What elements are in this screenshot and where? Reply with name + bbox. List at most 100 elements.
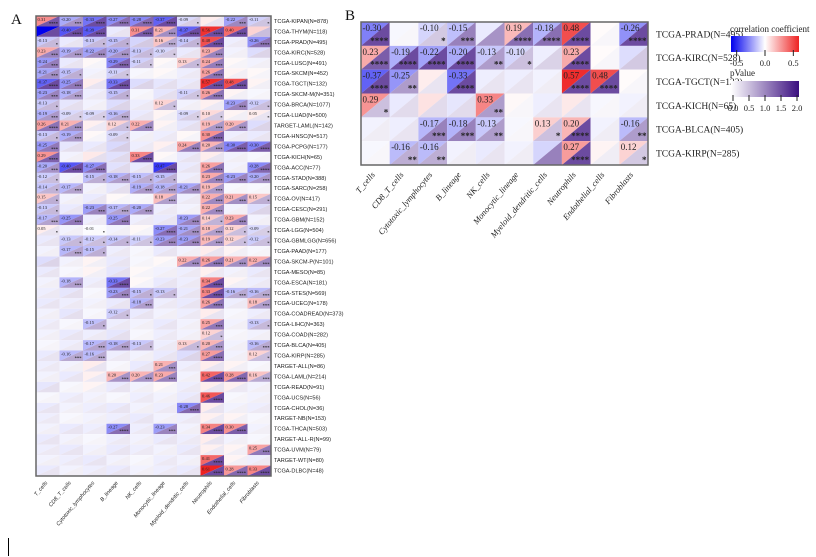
- corr-triangle: [361, 22, 390, 46]
- heatmap-cell: [130, 277, 154, 288]
- pvalue-tick-label: 1.5: [776, 103, 787, 113]
- heatmap-cell: -0.37****: [177, 26, 201, 37]
- heatmap-cell: 0.24***: [200, 57, 224, 69]
- cell-value-label: 0.48: [563, 23, 579, 33]
- pvalue-triangle: [247, 371, 271, 382]
- pvalue-triangle: [59, 329, 83, 341]
- corr-triangle: [36, 204, 60, 215]
- pvalue-triangle: [224, 110, 248, 121]
- heatmap-cell: 0.22***: [130, 120, 154, 131]
- corr-triangle: [200, 308, 224, 320]
- corr-triangle: [504, 22, 534, 46]
- corr-triangle: [153, 16, 177, 27]
- heatmap-cell: 0.30****: [200, 131, 224, 142]
- significance-stars: ****: [237, 84, 247, 89]
- cell-value-label: -0.20: [61, 17, 71, 22]
- heatmap-cell: [83, 361, 107, 372]
- pvalue-triangle: [224, 193, 248, 205]
- heatmap-cell: [130, 246, 154, 257]
- pvalue-triangle: [59, 298, 83, 309]
- heatmap-cell: [130, 99, 154, 111]
- heatmap-cell: -0.15*: [106, 36, 130, 48]
- corr-triangle: [533, 22, 562, 46]
- pvalue-triangle: [533, 22, 562, 46]
- heatmap-cell: [130, 214, 154, 226]
- significance-stars: ****: [542, 36, 561, 46]
- cell-value-label: -0.13: [61, 237, 71, 242]
- pvalue-triangle: [177, 16, 201, 27]
- corr-triangle: [153, 266, 177, 278]
- heatmap-cell: -0.18***: [153, 183, 177, 194]
- heatmap-cell: [130, 381, 154, 393]
- heatmap-cell: 0.23***: [153, 371, 177, 382]
- corr-triangle: [389, 141, 419, 165]
- heatmap-cell: [177, 277, 201, 288]
- heatmap-cell: [224, 36, 248, 48]
- corr-triangle: [247, 99, 271, 111]
- pvalue-triangle: [130, 57, 154, 69]
- heatmap-cell: [224, 402, 248, 414]
- heatmap-cell: -0.13*: [130, 340, 154, 351]
- corr-triangle: [475, 69, 505, 94]
- heatmap-cell: [59, 151, 83, 163]
- significance-stars: ***: [239, 293, 247, 298]
- cell-value-label: -0.21: [38, 69, 48, 74]
- significance-stars: ****: [399, 60, 418, 70]
- significance-stars: ****: [96, 31, 106, 36]
- corr-triangle: [619, 117, 648, 142]
- heatmap-cell: -0.15***: [447, 22, 476, 46]
- heatmap-cell: [177, 120, 201, 131]
- significance-stars: ****: [166, 21, 176, 26]
- heatmap-cell: [59, 57, 83, 69]
- pvalue-triangle: [106, 131, 130, 142]
- heatmap-cell: -0.23***: [36, 89, 60, 100]
- cell-value-label: -0.20: [132, 205, 142, 210]
- pvalue-triangle: [361, 141, 390, 165]
- pvalue-triangle: [590, 22, 620, 46]
- heatmap-cell: [153, 89, 177, 100]
- corr-triangle: [200, 444, 224, 456]
- significance-stars: *: [197, 42, 200, 47]
- pvalue-triangle: [247, 392, 271, 403]
- corr-triangle: [59, 26, 83, 37]
- corr-colorbar: [731, 36, 799, 52]
- corr-triangle: [83, 329, 107, 341]
- significance-stars: ****: [571, 60, 590, 70]
- corr-triangle: [247, 402, 271, 414]
- heatmap-cell: [83, 298, 107, 309]
- cell-value-label: -0.09: [108, 132, 118, 137]
- row-label: TCGA-TGCT(N=132): [274, 82, 327, 88]
- cell-value-label: -0.22: [226, 17, 236, 22]
- heatmap-cell: [59, 402, 83, 414]
- cell-value-label: 0.20: [202, 142, 211, 147]
- row-label: TCGA-PRAD(N=495): [274, 40, 327, 46]
- pvalue-triangle: [200, 455, 224, 466]
- heatmap-cell: 0.48****: [224, 78, 248, 90]
- pvalue-triangle: [59, 287, 83, 299]
- pvalue-triangle: [247, 172, 271, 184]
- significance-stars: ***: [51, 220, 59, 225]
- corr-triangle: [177, 204, 201, 215]
- cell-value-label: 0.05: [249, 111, 258, 116]
- cell-value-label: -0.28: [132, 17, 142, 22]
- heatmap-cell: [130, 141, 154, 152]
- heatmap-cell: [36, 340, 60, 351]
- pvalue-triangle: [200, 277, 224, 288]
- corr-triangle: [447, 141, 476, 165]
- heatmap-cell: [418, 69, 448, 94]
- heatmap-cell: [177, 131, 201, 142]
- significance-stars: *: [244, 230, 247, 235]
- corr-triangle: [106, 308, 130, 320]
- cell-value-label: -0.27: [85, 163, 95, 168]
- heatmap-cell: [83, 78, 107, 90]
- cell-value-label: -0.15: [108, 38, 118, 43]
- pvalue-triangle: [153, 131, 177, 142]
- pvalue-triangle: [200, 141, 224, 152]
- heatmap-cell: -0.23***: [177, 235, 201, 246]
- pvalue-triangle: [106, 89, 130, 100]
- row-label: TCGA-KIRC(N=528): [274, 50, 325, 56]
- corr-triangle: [590, 93, 620, 118]
- significance-stars: *: [126, 94, 129, 99]
- cell-value-label: -0.19: [61, 132, 71, 137]
- cell-value-label: 0.30: [202, 132, 211, 137]
